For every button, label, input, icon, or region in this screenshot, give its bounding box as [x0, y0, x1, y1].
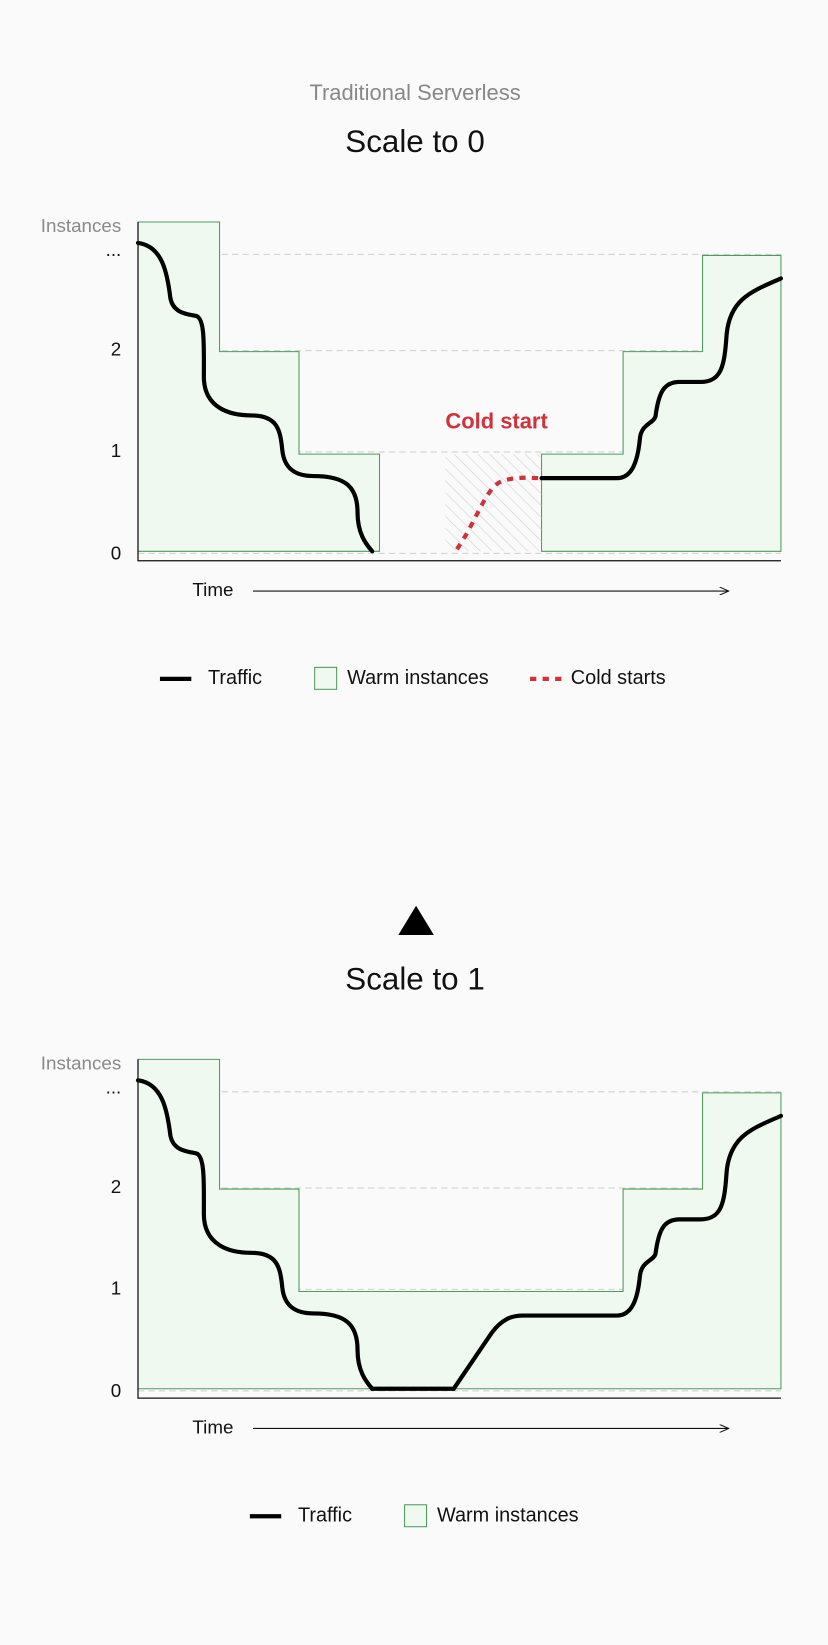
y-tick-label: ... — [106, 239, 122, 260]
y-tick-label: 0 — [111, 1380, 121, 1401]
legend-label: Traffic — [208, 667, 262, 689]
y-tick-label: 2 — [111, 339, 121, 360]
traffic-line — [135, 1078, 784, 1391]
legend-label: Warm instances — [347, 667, 489, 689]
y-tick-label: ... — [106, 1077, 122, 1098]
cold-start-line — [455, 475, 542, 551]
subtitle: Traditional Serverless — [309, 80, 520, 105]
chart-top: Cold start Instances ... 2 1 0 Time Traf… — [41, 215, 784, 690]
cold-start-area — [445, 454, 542, 552]
legend-label: Cold starts — [571, 667, 666, 689]
x-axis-label: Time — [192, 579, 233, 600]
annotation: Cold start — [445, 409, 548, 434]
title: Scale to 1 — [345, 961, 484, 996]
triangle-icon — [398, 905, 434, 935]
y-tick-label: 1 — [111, 1277, 121, 1298]
title: Scale to 0 — [345, 124, 484, 159]
legend-label: Traffic — [298, 1505, 352, 1527]
legend-label: Warm instances — [437, 1505, 579, 1527]
x-axis-label: Time — [192, 1416, 233, 1437]
chart-bottom: Instances ... 2 1 0 Time Traffic Warm in… — [41, 1053, 784, 1528]
y-tick-label: 2 — [111, 1176, 121, 1197]
legend-swatch — [404, 1504, 428, 1528]
y-tick-label: 0 — [111, 542, 121, 563]
warm-instances — [137, 1058, 782, 1390]
y-axis-label: Instances — [41, 215, 121, 236]
traffic-line — [539, 276, 784, 481]
warm-instances — [137, 221, 381, 552]
y-axis-label: Instances — [41, 1053, 121, 1074]
traffic-line — [135, 240, 375, 554]
axis — [137, 221, 781, 562]
axis — [137, 1059, 781, 1399]
y-tick-label: 1 — [111, 440, 121, 461]
legend-swatch — [314, 666, 338, 690]
